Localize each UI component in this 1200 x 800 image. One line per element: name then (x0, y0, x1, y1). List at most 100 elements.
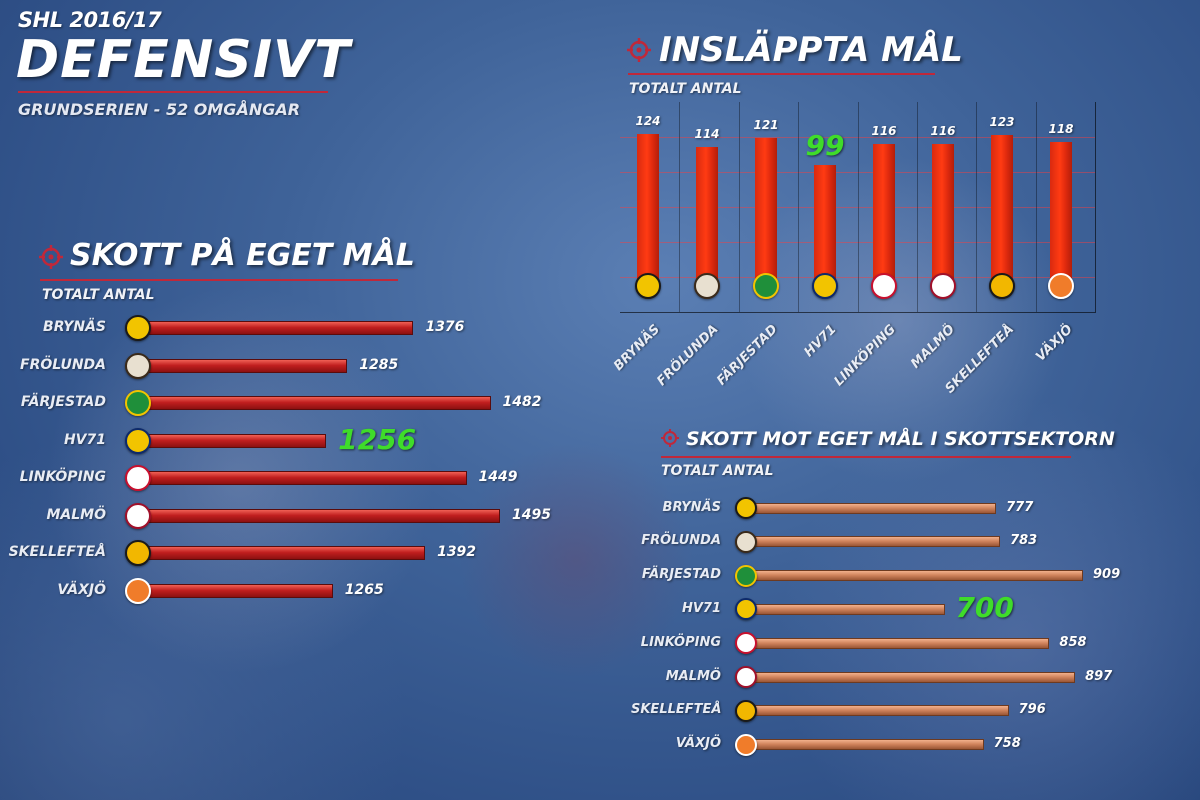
gridline-horizontal (620, 277, 1095, 278)
crosshair-icon (39, 245, 63, 269)
gridline-vertical (916, 102, 918, 312)
category-label-frolunda: FRÖLUNDA (20, 356, 106, 373)
brynas-logo (635, 273, 661, 299)
value-label-skelleftea: 123 (989, 115, 1015, 130)
chart2-title: INSLÄPPTA MÅL (659, 30, 963, 70)
value-label-malmo: 116 (930, 124, 956, 139)
category-label-farjestad: FÄRJESTAD (20, 394, 106, 410)
bar-farjestad (755, 137, 777, 290)
value-label-vaxjo: 1265 (344, 581, 384, 598)
category-label-malmo: MALMÖ (665, 668, 721, 684)
category-label-vaxjo: VÄXJÖ (1033, 322, 1076, 365)
value-label-brynas: 124 (635, 114, 661, 128)
linkoping-logo (735, 632, 757, 655)
skelleftea-logo (125, 540, 151, 566)
page-subtitle: GRUNDSERIEN - 52 OMGÅNGAR (18, 100, 301, 119)
bar-malmo (140, 508, 500, 523)
bar-farjestad (748, 570, 1083, 582)
malmo-logo (735, 666, 757, 688)
chart3-title: SKOTT MOT EGET MÅL I SKOTTSEKTORN (686, 428, 1115, 450)
value-label-hv71: 1256 (338, 422, 417, 456)
value-label-skelleftea: 796 (1018, 702, 1046, 718)
linkoping-logo (871, 273, 897, 299)
category-label-skelleftea: SKELLEFTEÅ (8, 544, 106, 560)
vaxjo-logo (735, 733, 757, 756)
category-label-brynas: BRYNÄS (43, 319, 106, 335)
farjestad-logo (125, 390, 151, 416)
bar-hv71 (814, 165, 836, 290)
skelleftea-logo (735, 699, 757, 722)
gridline-horizontal (620, 137, 1095, 138)
value-label-frolunda: 783 (1010, 533, 1038, 549)
hv71-logo (812, 273, 838, 299)
value-label-vaxjo: 758 (993, 736, 1021, 752)
bar-linkoping (140, 471, 467, 485)
gridline-horizontal (620, 242, 1095, 243)
value-label-malmo: 1495 (512, 506, 551, 523)
category-label-farjestad: FÄRJESTAD (714, 322, 781, 389)
category-label-linkoping: LINKÖPING (831, 322, 899, 390)
bar-vaxjo (748, 739, 984, 751)
bar-malmo (932, 144, 954, 290)
category-label-skelleftea: SKELLEFTEÅ (631, 702, 722, 718)
bar-frolunda (748, 536, 1001, 548)
farjestad-logo (753, 273, 779, 299)
hv71-logo (125, 427, 151, 454)
bar-vaxjo (1050, 141, 1072, 290)
value-label-hv71: 99 (805, 129, 845, 163)
gridline-vertical (857, 102, 859, 312)
gridline-vertical (1035, 102, 1037, 312)
frolunda-logo (125, 352, 151, 379)
bar-brynas (637, 134, 659, 290)
value-label-frolunda: 1285 (359, 356, 399, 373)
page-title: DEFENSIVT (16, 30, 351, 90)
malmo-logo (930, 273, 956, 299)
gridline-horizontal (620, 207, 1095, 208)
category-label-malmo: MALMÖ (46, 506, 106, 523)
value-label-frolunda: 114 (694, 126, 720, 141)
gridline-vertical (738, 102, 740, 312)
category-label-malmo: MALMÖ (907, 322, 958, 372)
chart1-divider (40, 279, 398, 281)
bar-skelleftea (748, 705, 1009, 717)
frolunda-logo (694, 273, 720, 299)
crosshair-icon (627, 38, 651, 62)
chart1-title: SKOTT PÅ EGET MÅL (70, 238, 415, 273)
category-label-frolunda: FRÖLUNDA (654, 322, 722, 390)
gridline-horizontal (620, 172, 1095, 173)
value-label-farjestad: 909 (1093, 567, 1121, 583)
chart2-subtitle: TOTALT ANTAL (629, 81, 742, 97)
value-label-vaxjo: 118 (1048, 121, 1074, 136)
brynas-logo (125, 315, 151, 341)
value-label-brynas: 1376 (425, 319, 465, 335)
bar-brynas (748, 502, 997, 514)
chart3-subtitle: TOTALT ANTAL (661, 463, 774, 479)
linkoping-logo (125, 465, 151, 491)
bar-vaxjo (140, 583, 333, 598)
bar-hv71 (140, 433, 327, 448)
value-label-linkoping: 858 (1059, 634, 1087, 650)
value-label-skelleftea: 1392 (437, 544, 477, 560)
chart1-subtitle: TOTALT ANTAL (42, 287, 155, 303)
gridline-vertical (679, 102, 681, 312)
chart2-divider (628, 73, 935, 75)
malmo-logo (125, 502, 151, 529)
category-label-vaxjo: VÄXJÖ (675, 736, 721, 752)
gridline-vertical (976, 102, 978, 312)
value-label-farjestad: 1482 (502, 394, 542, 410)
vaxjo-logo (1048, 273, 1074, 299)
league-season: SHL 2016/17 (18, 8, 162, 32)
chart3-divider (661, 456, 1071, 458)
category-label-brynas: BRYNÄS (610, 322, 663, 374)
bar-brynas (140, 321, 414, 335)
category-label-hv71: HV71 (681, 600, 721, 616)
category-label-vaxjo: VÄXJÖ (57, 581, 106, 598)
crosshair-icon (661, 429, 679, 447)
bar-frolunda (140, 358, 348, 373)
brynas-logo (735, 497, 757, 519)
gridline-vertical (798, 102, 800, 312)
category-label-linkoping: LINKÖPING (19, 469, 106, 485)
category-label-hv71: HV71 (801, 322, 840, 361)
category-label-farjestad: FÄRJESTAD (641, 567, 721, 583)
value-label-linkoping: 116 (871, 124, 897, 139)
